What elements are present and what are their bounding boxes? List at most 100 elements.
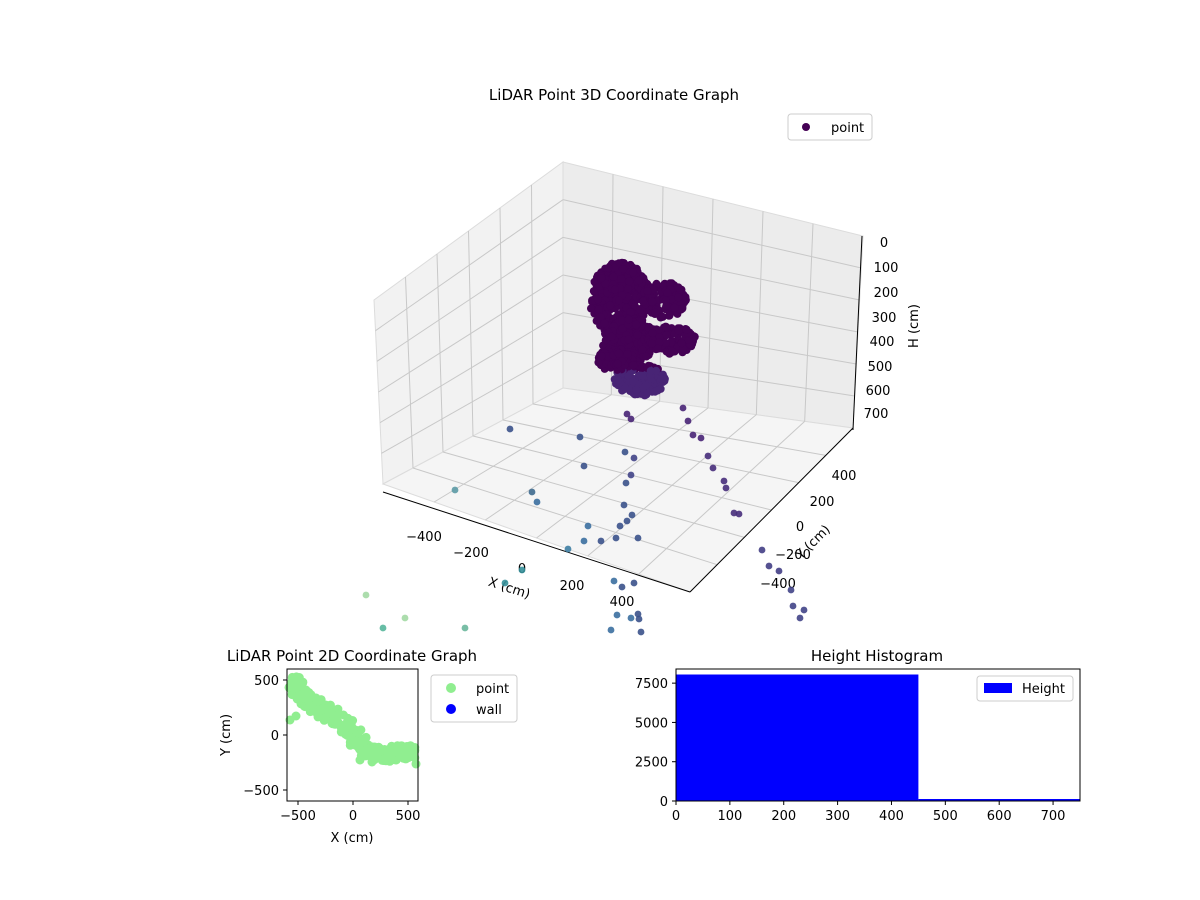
- cluster-point: [646, 367, 655, 375]
- sparse-point: [697, 434, 705, 442]
- z-tick-label: 700: [864, 407, 889, 422]
- z-tick-labels: 0 100 200 300 400 500 600 700: [864, 236, 899, 422]
- histogram-title: Height Histogram: [811, 647, 943, 665]
- point-2d: [301, 685, 311, 695]
- cluster-point: [648, 339, 656, 348]
- chart-histogram: Height Histogram 0 100 200 300 400 500 600 7000…: [635, 647, 1081, 824]
- chart-3d: LiDAR Point 3D Coordinate Graph −400 −20…: [362, 86, 922, 636]
- cluster-point: [648, 329, 657, 338]
- sparse-point: [607, 626, 615, 634]
- y-tick-label: −400: [760, 577, 796, 592]
- y-axis-line: [689, 427, 854, 593]
- point-2d: [328, 710, 338, 720]
- cluster-point: [662, 301, 671, 310]
- chart-2d: LiDAR Point 2D Coordinate Graph −500 0 5…: [219, 647, 518, 846]
- cluster-point: [589, 287, 598, 296]
- cluster-point: [610, 285, 619, 294]
- point-2d: [355, 745, 365, 755]
- cluster-point: [633, 330, 642, 339]
- point-2d: [338, 710, 348, 720]
- cluster-point: [597, 352, 606, 361]
- sparse-point: [758, 546, 766, 554]
- sparse-point: [518, 566, 526, 574]
- sparse-point: [627, 415, 635, 423]
- sparse-point: [635, 615, 643, 623]
- cluster-point: [648, 297, 657, 306]
- z-axis-line: [852, 235, 863, 431]
- cluster-point: [593, 295, 602, 304]
- sparse-point: [506, 425, 514, 433]
- hist-x-tick-label: 700: [1041, 809, 1066, 824]
- hist-y-tick-label: 0: [660, 795, 668, 810]
- histogram-bar: [918, 799, 1080, 801]
- hist-x-tick-label: 100: [717, 809, 742, 824]
- x-tick-label-2d: −500: [280, 809, 316, 824]
- cluster-point: [662, 331, 671, 340]
- x-tick-labels: −400 −200 0 200 400: [406, 530, 634, 610]
- legend-3d: point: [787, 113, 873, 141]
- point-2d: [410, 746, 420, 756]
- point-2d: [383, 746, 393, 756]
- sparse-point: [689, 431, 697, 439]
- point-2d: [319, 715, 329, 725]
- hist-x-tick-label: 200: [771, 809, 796, 824]
- grid-line: [532, 403, 826, 456]
- sparse-point: [630, 454, 638, 462]
- cluster-point: [642, 352, 651, 361]
- sparse-point: [623, 517, 631, 525]
- point-2d: [411, 759, 421, 769]
- legend-2d: point wall: [430, 674, 518, 723]
- sparse-point: [580, 462, 588, 470]
- legend-hist-frame: [976, 675, 1074, 702]
- sparse-point: [618, 583, 626, 591]
- histogram-bars: [676, 674, 1080, 801]
- ticks-2d: [283, 679, 409, 805]
- sparse-point: [637, 628, 645, 636]
- sparse-point: [775, 567, 783, 575]
- cluster-point: [617, 275, 626, 283]
- cluster-point: [628, 268, 637, 277]
- legend-3d-label: point: [831, 121, 864, 136]
- cluster-point: [596, 313, 605, 321]
- z-tick-label: 0: [880, 236, 888, 251]
- cluster-point: [653, 344, 662, 353]
- grid-3d: [375, 174, 862, 575]
- sparse-point: [621, 448, 629, 456]
- cluster-point: [615, 296, 623, 305]
- cluster-point: [682, 325, 691, 334]
- point-2d: [355, 755, 365, 765]
- cluster-point: [663, 288, 672, 297]
- cluster-point: [639, 297, 648, 306]
- cluster-point: [603, 352, 612, 361]
- sparse-point: [401, 614, 409, 622]
- cluster-point: [632, 386, 641, 394]
- sparse-point: [634, 534, 642, 542]
- histogram-bar: [676, 674, 919, 801]
- z-tick-label: 400: [870, 335, 895, 350]
- y-tick-labels: −400 −200 0 200 400: [760, 469, 856, 592]
- z-tick-label: 100: [874, 261, 899, 276]
- sparse-point: [584, 522, 592, 530]
- cluster-point: [594, 305, 603, 314]
- point-2d: [403, 749, 413, 759]
- y-axis-label-2d: Y (cm): [219, 714, 234, 757]
- x-tick-label-2d: 0: [349, 809, 357, 824]
- hist-y-tick-label: 5000: [635, 716, 668, 731]
- histogram-frame: [675, 668, 1081, 802]
- sparse-point: [735, 510, 743, 518]
- point-2d: [292, 692, 302, 701]
- cluster-point: [661, 338, 670, 347]
- cluster-point: [638, 345, 647, 354]
- hist-x-tick-label: 600: [987, 809, 1012, 824]
- sparse-point: [564, 545, 572, 553]
- cluster-point: [638, 371, 647, 380]
- x-tick-label-2d: 500: [396, 809, 421, 824]
- z-axis-label: H (cm): [907, 304, 922, 348]
- scatter-3d-cluster: [587, 258, 699, 400]
- cluster-point: [670, 303, 679, 312]
- histogram-ticks: 0 100 200 300 400 500 600 700 0 2500 5000 7500: [635, 677, 1066, 824]
- legend-2d-wall-marker: [446, 704, 456, 714]
- cluster-point: [674, 293, 683, 302]
- cluster-point: [609, 272, 618, 281]
- sparse-point: [622, 479, 630, 487]
